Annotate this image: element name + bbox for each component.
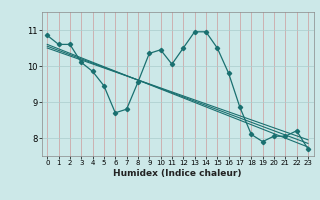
X-axis label: Humidex (Indice chaleur): Humidex (Indice chaleur) <box>113 169 242 178</box>
